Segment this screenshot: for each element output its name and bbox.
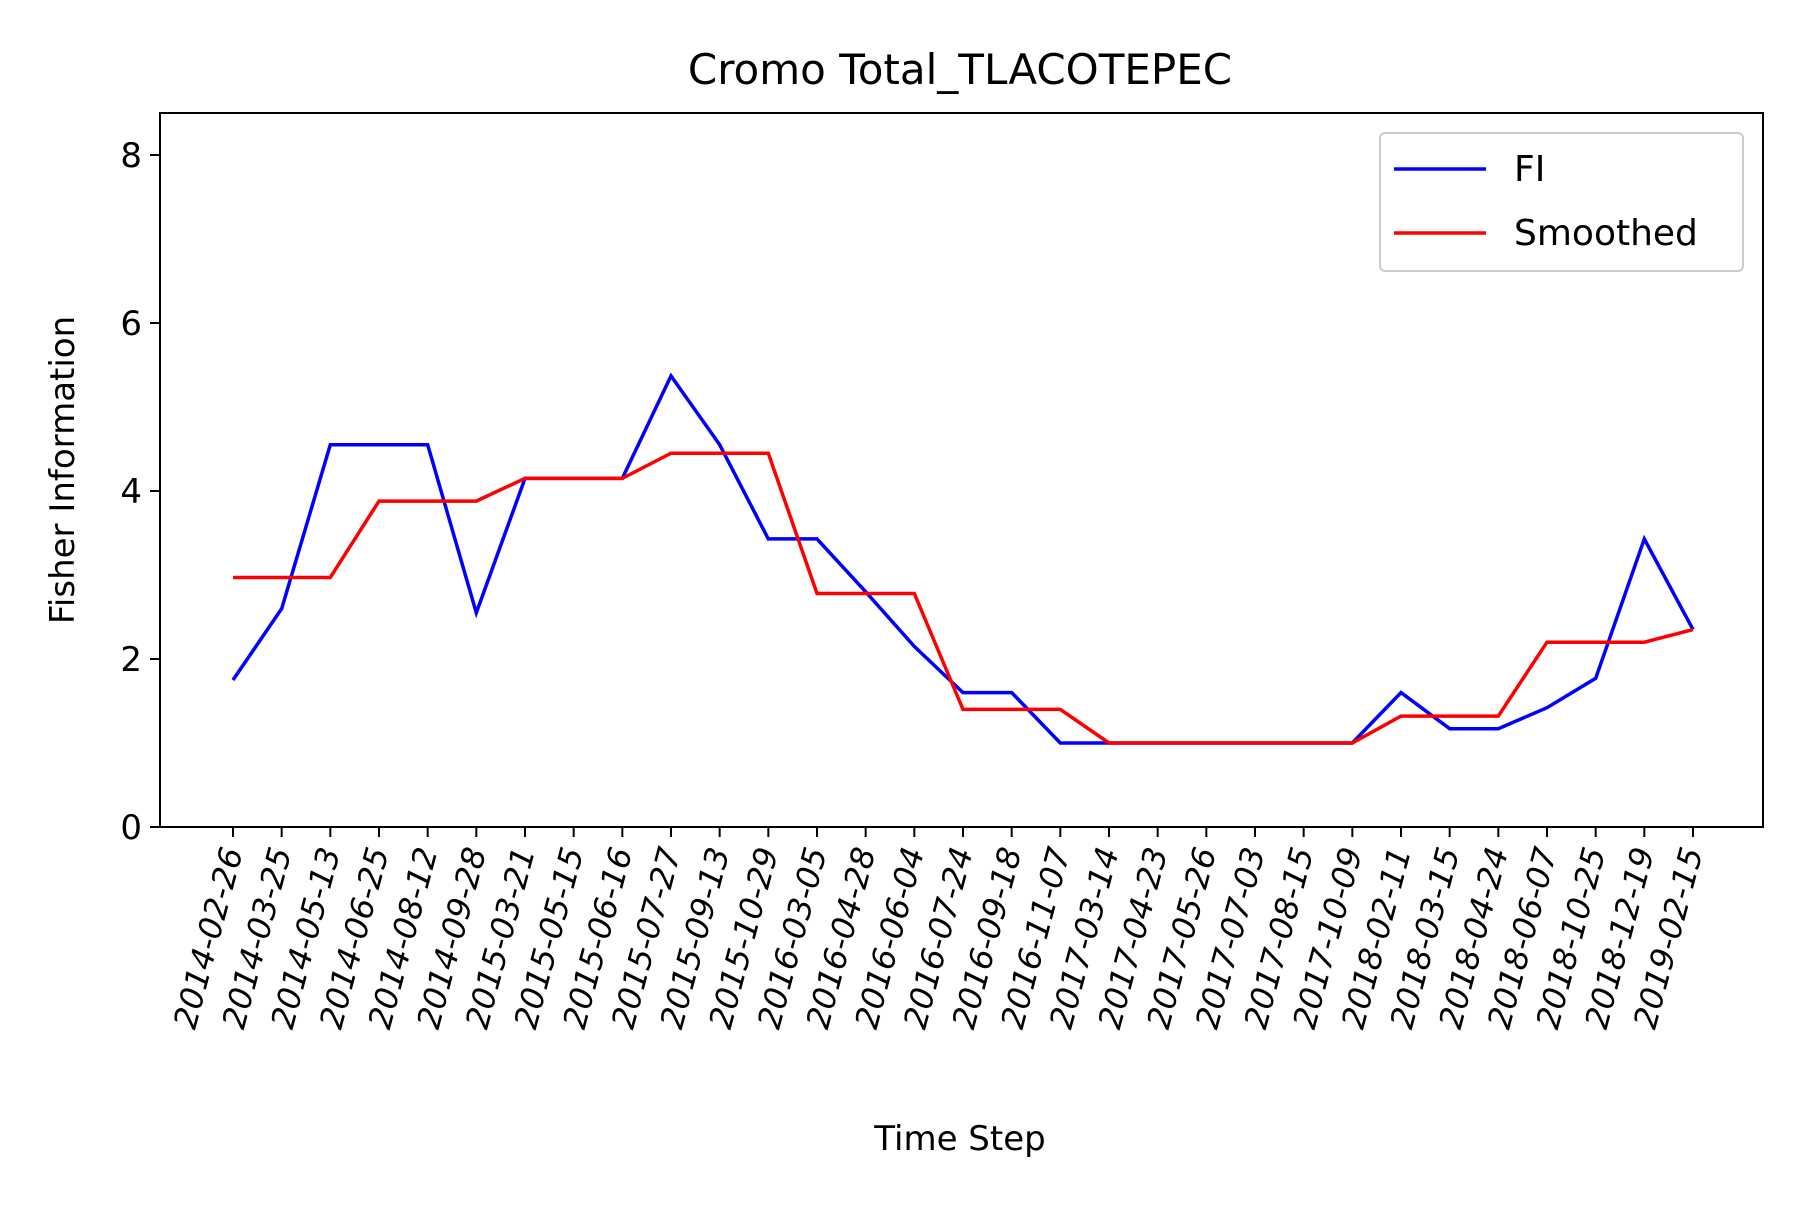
legend: FI Smoothed <box>1380 133 1743 271</box>
y-tick-label: 2 <box>120 640 142 680</box>
y-tick-label: 0 <box>120 808 142 848</box>
y-tick-label: 6 <box>120 304 142 344</box>
legend-label-smoothed: Smoothed <box>1514 213 1698 254</box>
y-tick-label: 8 <box>120 136 142 176</box>
y-tick-label: 4 <box>120 472 142 512</box>
x-axis-label: Time Step <box>873 1119 1045 1159</box>
chart-title: Cromo Total_TLACOTEPEC <box>688 45 1232 94</box>
y-axis-label: Fisher Information <box>43 316 83 624</box>
legend-label-fi: FI <box>1514 149 1545 190</box>
